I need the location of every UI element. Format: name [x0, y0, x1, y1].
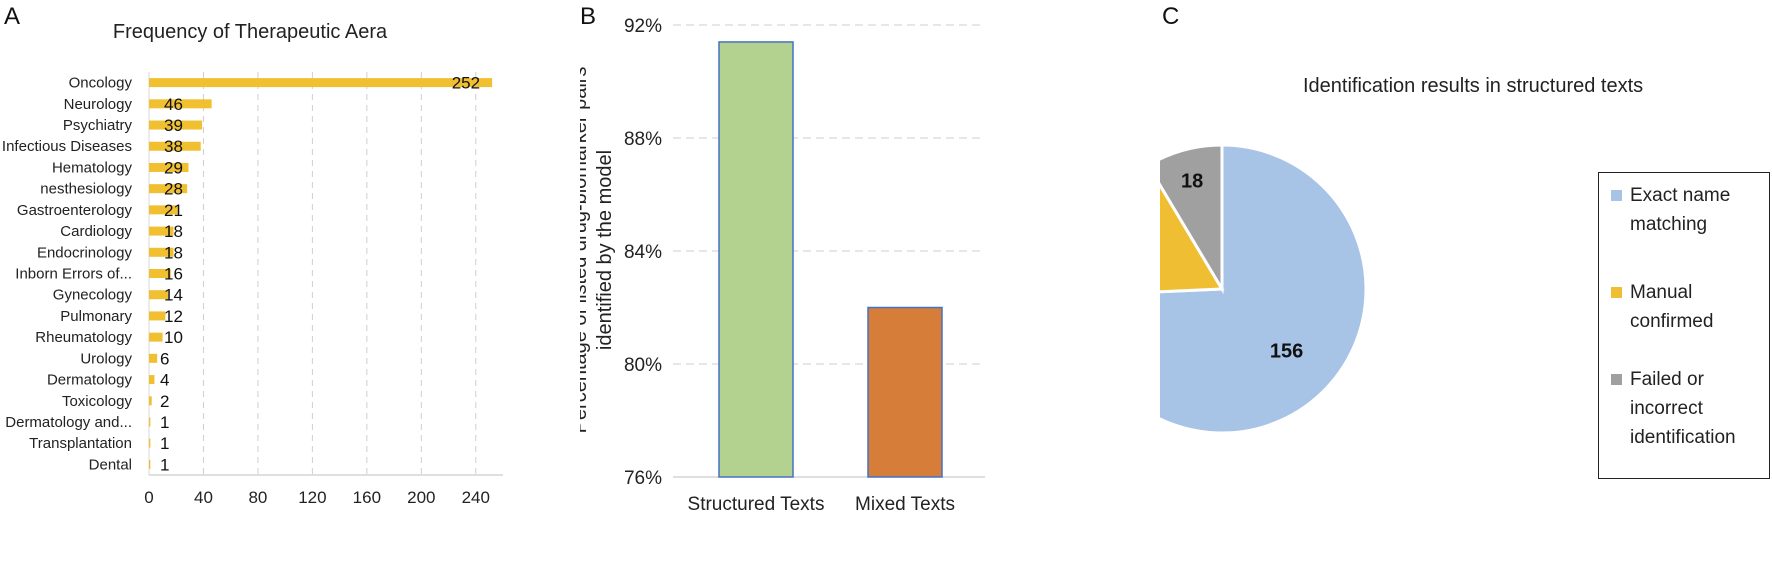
data-label-a-0: 252: [452, 74, 480, 93]
data-label-a-1: 46: [164, 95, 183, 114]
data-label-a-10: 14: [164, 286, 183, 305]
chart-title-c: Identification results in structured tex…: [1303, 75, 1643, 97]
y-tick-label-b-0: 76%: [624, 468, 662, 489]
category-label-a-4: Hematology: [52, 159, 133, 176]
data-label-a-18: 1: [160, 455, 169, 474]
category-label-a-3: Infectious Diseases: [2, 138, 132, 155]
legend-label-failed-line2: incorrect: [1630, 398, 1703, 419]
data-label-a-2: 39: [164, 116, 183, 135]
category-label-a-9: Inborn Errors of...: [15, 266, 132, 283]
bar-a-3: [149, 141, 201, 151]
legend-swatch-exact: [1611, 190, 1622, 201]
bar-a-11: [149, 311, 166, 321]
category-label-a-6: Gastroenterology: [17, 202, 133, 219]
x-tick-label-a-3: 120: [298, 488, 326, 507]
category-label-a-8: Endocrinology: [37, 244, 133, 261]
data-label-a-12: 10: [164, 328, 183, 347]
data-label-a-6: 21: [164, 201, 183, 220]
bar-a-15: [149, 396, 152, 406]
x-tick-label-a-0: 0: [144, 488, 153, 507]
chart-title-a: Frequency of Therapeutic Aera: [113, 21, 388, 43]
legend-label-exact-line2: matching: [1630, 214, 1708, 235]
bar-a-10: [149, 290, 169, 300]
category-label-a-15: Toxicology: [62, 393, 133, 410]
category-label-a-2: Psychiatry: [63, 117, 133, 134]
y-axis-label-b-line-0: Percentage of listed drug-biomarker pair…: [580, 67, 591, 434]
legend-label-failed-line3: identification: [1630, 427, 1736, 448]
pie-label-exact: 156: [1270, 341, 1303, 363]
y-axis-label-b-line-1: identified by the model: [594, 150, 616, 350]
y-tick-label-b-4: 92%: [624, 16, 662, 37]
y-tick-label-b-2: 84%: [624, 242, 662, 263]
x-tick-label-a-2: 80: [248, 488, 267, 507]
y-tick-label-b-3: 88%: [624, 129, 662, 150]
bar-a-6: [149, 205, 178, 215]
legend-swatch-failed: [1611, 374, 1622, 385]
bar-a-17: [149, 438, 151, 448]
y-tick-label-b-1: 80%: [624, 355, 662, 376]
category-label-a-12: Rheumatology: [35, 329, 132, 346]
data-label-a-15: 2: [160, 392, 169, 411]
panel-b: B 76% 80% 84% 88% 92% Structured Texts Mixed Te…: [569, 0, 1120, 580]
category-label-a-17: Transplantation: [29, 435, 132, 452]
pie-label-failed: 18: [1181, 171, 1203, 193]
data-label-a-14: 4: [160, 371, 169, 390]
x-tick-label-a-5: 200: [407, 488, 435, 507]
data-label-a-4: 29: [164, 158, 183, 177]
bar-a-4: [149, 162, 189, 172]
x-tick-label-a-6: 240: [462, 488, 490, 507]
bar-a-14: [149, 375, 155, 385]
panel-letter-a: A: [4, 3, 20, 30]
x-tick-label-b-1: Mixed Texts: [855, 494, 955, 515]
legend-label-exact-line1: Exact name: [1630, 185, 1731, 206]
legend-swatch-manual: [1611, 287, 1622, 298]
bar-a-16: [149, 417, 151, 427]
bar-b-1: [867, 306, 943, 478]
bar-a-2: [149, 120, 203, 130]
bar-a-1: [149, 99, 212, 109]
bar-a-0: [149, 78, 493, 88]
panel-letter-b: B: [580, 3, 596, 30]
legend-label-manual-line2: confirmed: [1630, 311, 1714, 332]
category-label-a-10: Gynecology: [53, 287, 133, 304]
category-label-a-0: Oncology: [69, 75, 133, 92]
x-tick-label-a-4: 160: [353, 488, 381, 507]
data-label-a-9: 16: [164, 265, 183, 284]
x-tick-label-a-1: 40: [194, 488, 213, 507]
data-label-a-3: 38: [164, 137, 183, 156]
bar-a-13: [149, 353, 158, 363]
legend-label-failed-line1: Failed or: [1630, 369, 1704, 390]
data-label-a-8: 18: [164, 243, 183, 262]
category-label-a-7: Cardiology: [60, 223, 132, 240]
bar-a-12: [149, 332, 163, 342]
category-label-a-11: Pulmonary: [60, 308, 132, 325]
category-label-a-18: Dental: [89, 456, 132, 473]
bar-a-5: [149, 184, 188, 194]
legend-c: Exact name matching Manual confirmed Fai…: [1598, 172, 1770, 479]
category-label-a-14: Dermatology: [47, 372, 133, 389]
category-label-a-16: Dermatology and...: [5, 414, 132, 431]
bar-chart-b: B 76% 80% 84% 88% 92% Structured Texts Mixed Te…: [569, 3, 985, 515]
bar-a-9: [149, 269, 171, 278]
category-label-a-1: Neurology: [64, 96, 133, 113]
panel-letter-c: C: [1162, 3, 1179, 30]
panel-a: A Frequency of Therapeutic Aera Oncology 25…: [0, 0, 580, 580]
data-label-a-16: 1: [160, 413, 169, 432]
data-label-a-17: 1: [160, 434, 169, 453]
bar-chart-a: A Frequency of Therapeutic Aera Oncology 25…: [2, 3, 503, 507]
legend-label-manual-line1: Manual: [1630, 282, 1693, 303]
data-label-a-13: 6: [160, 349, 169, 368]
bar-b-0: [718, 41, 794, 478]
category-label-a-5: nesthesiology: [40, 181, 132, 198]
bar-a-8: [149, 247, 174, 257]
x-tick-label-b-0: Structured Texts: [688, 494, 825, 515]
data-label-a-7: 18: [164, 222, 183, 241]
data-label-a-5: 28: [164, 180, 183, 199]
category-label-a-13: Urology: [80, 350, 132, 367]
bar-a-7: [149, 226, 174, 236]
data-label-a-11: 12: [164, 307, 183, 326]
bar-a-18: [149, 459, 151, 469]
y-axis-label-b: Percentage of listed drug-biomarker pair…: [580, 67, 616, 434]
